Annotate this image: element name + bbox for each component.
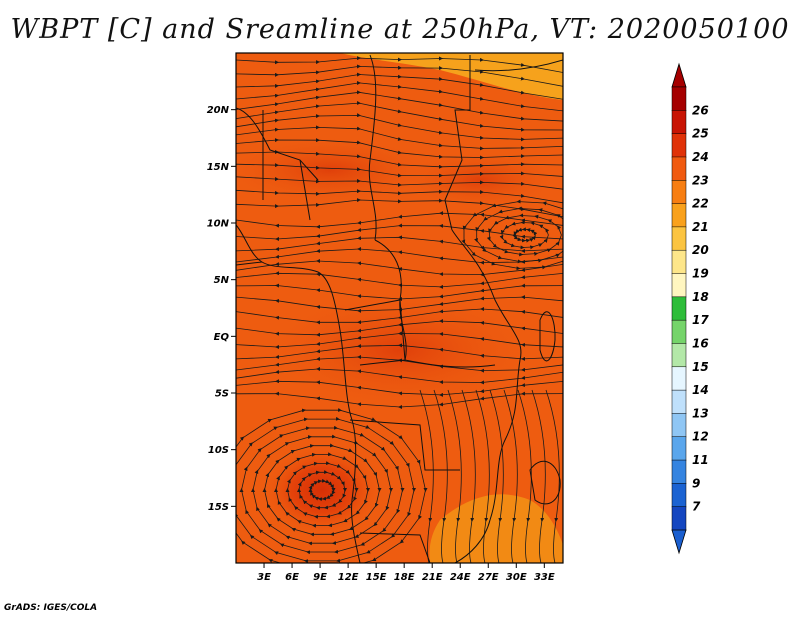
colorbar-segment (671, 459, 687, 484)
streamline (447, 389, 478, 563)
lon-tick-label: 3E (257, 572, 271, 583)
streamline (475, 389, 506, 563)
colorbar-segment (671, 389, 687, 414)
lon-tick-label: 24E (450, 572, 471, 583)
colorbar-bottom-arrow (671, 529, 687, 555)
lon-tick-label: 33E (534, 572, 555, 583)
colorbar-label: 13 (692, 406, 709, 420)
colorbar-label: 12 (692, 430, 709, 444)
colorbar-label: 22 (692, 197, 709, 211)
longitude-axis: 3E 6E 9E 12E 15E 18E 21E 24E 27E 30E 33E (257, 563, 555, 583)
colorbar-top-arrow (671, 62, 687, 88)
colorbar: 26 25 24 23 22 21 20 19 18 17 16 15 14 13 12 11 9 7 (671, 62, 709, 555)
colorbar-label: 9 (692, 476, 700, 490)
streamline (236, 391, 563, 410)
map-panel: 20N 15N 10N 5N EQ 5S 10S 15S 3E 6E 9E 12E 15E 18E 21E… (207, 52, 564, 583)
colorbar-segment (671, 366, 687, 391)
colorbar-segment (671, 413, 687, 438)
colorbar-segment (671, 86, 687, 111)
lat-tick-label: 10S (208, 445, 229, 456)
colorbar-label: 16 (692, 337, 709, 351)
colorbar-segment (671, 249, 687, 275)
colorbar-segment (671, 436, 687, 461)
lon-tick-label: 15E (366, 572, 387, 583)
streamline (517, 389, 548, 563)
colorbar-label: 7 (692, 500, 701, 514)
colorbar-segment (671, 133, 687, 158)
colorbar-segment (671, 296, 687, 321)
colorbar-label: 25 (692, 127, 709, 141)
colorbar-segment (671, 110, 687, 135)
lat-tick-label: 15N (207, 162, 230, 173)
streamline (503, 389, 534, 563)
colorbar-label: 11 (692, 453, 709, 467)
colorbar-segment (671, 506, 687, 531)
colorbar-segment (671, 343, 687, 368)
streamline (236, 56, 563, 73)
lon-tick-label: 12E (338, 572, 359, 583)
colorbar-label: 17 (692, 313, 709, 327)
latitude-axis: 20N 15N 10N 5N EQ 5S 10S 15S (207, 105, 236, 513)
streamline (419, 389, 450, 563)
lat-tick-label: 15S (208, 502, 229, 513)
colorbar-segment (671, 319, 687, 345)
plot-title: WBPT [C] and Sreamline at 250hPa, VT: 20… (10, 14, 790, 45)
streamline (461, 389, 492, 563)
coastlines-and-borders (236, 54, 563, 563)
streamline (489, 389, 520, 563)
lat-tick-label: 10N (207, 219, 230, 230)
colorbar-label: 14 (692, 383, 709, 397)
colorbar-segment (671, 203, 687, 228)
streamline (236, 410, 426, 563)
colorbar-segment (671, 483, 687, 508)
streamline (545, 389, 560, 563)
lon-tick-label: 6E (285, 572, 299, 583)
grads-credit: GrADS: IGES/COLA (4, 603, 98, 613)
streamline (236, 176, 563, 190)
colorbar-segment (671, 156, 687, 181)
colorbar-label: 20 (692, 243, 709, 257)
colorbar-segment (671, 273, 687, 298)
map-frame (235, 52, 564, 564)
streamline (236, 163, 563, 178)
lon-tick-label: 21E (422, 572, 443, 583)
colorbar-label: 26 (692, 103, 709, 117)
streamline (461, 199, 563, 271)
lat-tick-label: 20N (207, 105, 230, 116)
colorbar-label: 23 (692, 173, 709, 187)
lat-tick-label: 5N (214, 275, 230, 286)
colorbar-label: 21 (692, 220, 709, 234)
streamline (433, 389, 464, 563)
lat-tick-label: EQ (214, 332, 230, 343)
wbpt-vortex-warm-core (262, 445, 382, 535)
colorbar-label: 15 (692, 360, 709, 374)
streamline (236, 189, 563, 204)
colorbar-label: 18 (692, 290, 709, 304)
lon-tick-label: 27E (478, 572, 499, 583)
colorbar-label: 19 (692, 267, 709, 281)
colorbar-segment (671, 180, 687, 205)
colorbar-label: 24 (692, 150, 709, 164)
streamlines (236, 56, 563, 563)
lon-tick-label: 9E (313, 572, 327, 583)
lon-tick-label: 30E (506, 572, 527, 583)
colorbar-segment (671, 226, 687, 251)
wbpt-southeast-patch (429, 494, 563, 563)
lat-tick-label: 5S (215, 389, 229, 400)
lon-tick-label: 18E (394, 572, 415, 583)
streamline (531, 389, 562, 563)
